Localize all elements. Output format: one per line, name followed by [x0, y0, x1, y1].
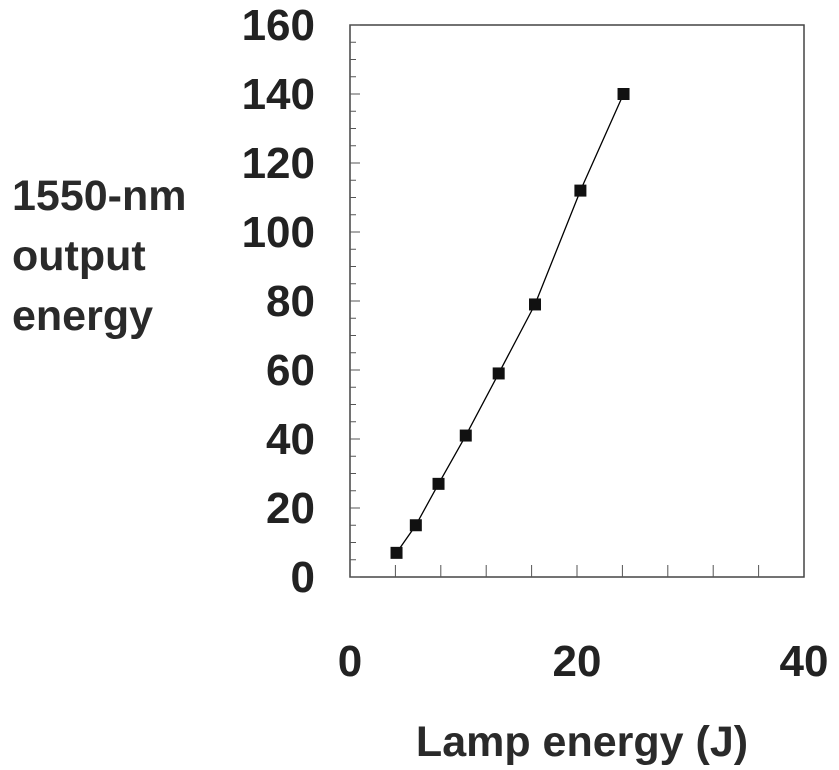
data-point [574, 184, 587, 197]
y-tick-label: 40 [266, 415, 315, 464]
x-axis-label: Lamp energy (J) [416, 718, 748, 766]
y-axis-label-line-1: 1550-nm [12, 172, 186, 220]
y-tick-label: 60 [266, 346, 315, 395]
y-tick-label: 80 [266, 277, 315, 326]
series-line [395, 93, 625, 554]
y-tick-labels: 0 20 40 60 80 100 120 140 160 [242, 1, 315, 602]
y-axis-label-line-3: energy [12, 292, 153, 340]
x-tick-label: 40 [780, 637, 829, 686]
x-tick-label: 0 [338, 637, 362, 686]
y-tick-label: 20 [266, 484, 315, 533]
plot-frame [349, 24, 805, 578]
x-tick-label: 20 [553, 637, 602, 686]
y-tick-label: 140 [242, 70, 315, 119]
data-point [432, 477, 445, 490]
data-point [492, 367, 505, 380]
data-points [390, 88, 630, 559]
data-point [529, 298, 542, 311]
data-point [409, 519, 422, 532]
y-tick-label: 120 [242, 139, 315, 188]
y-tick-label: 0 [291, 553, 315, 602]
y-tick-label: 100 [242, 208, 315, 257]
x-tick-labels: 0 20 40 [338, 637, 829, 686]
minor-ticks [350, 24, 760, 578]
data-point [617, 88, 630, 100]
data-point [459, 429, 472, 442]
data-point [390, 546, 403, 559]
y-tick-label: 160 [242, 1, 315, 50]
y-axis-label-line-2: output [12, 232, 146, 280]
